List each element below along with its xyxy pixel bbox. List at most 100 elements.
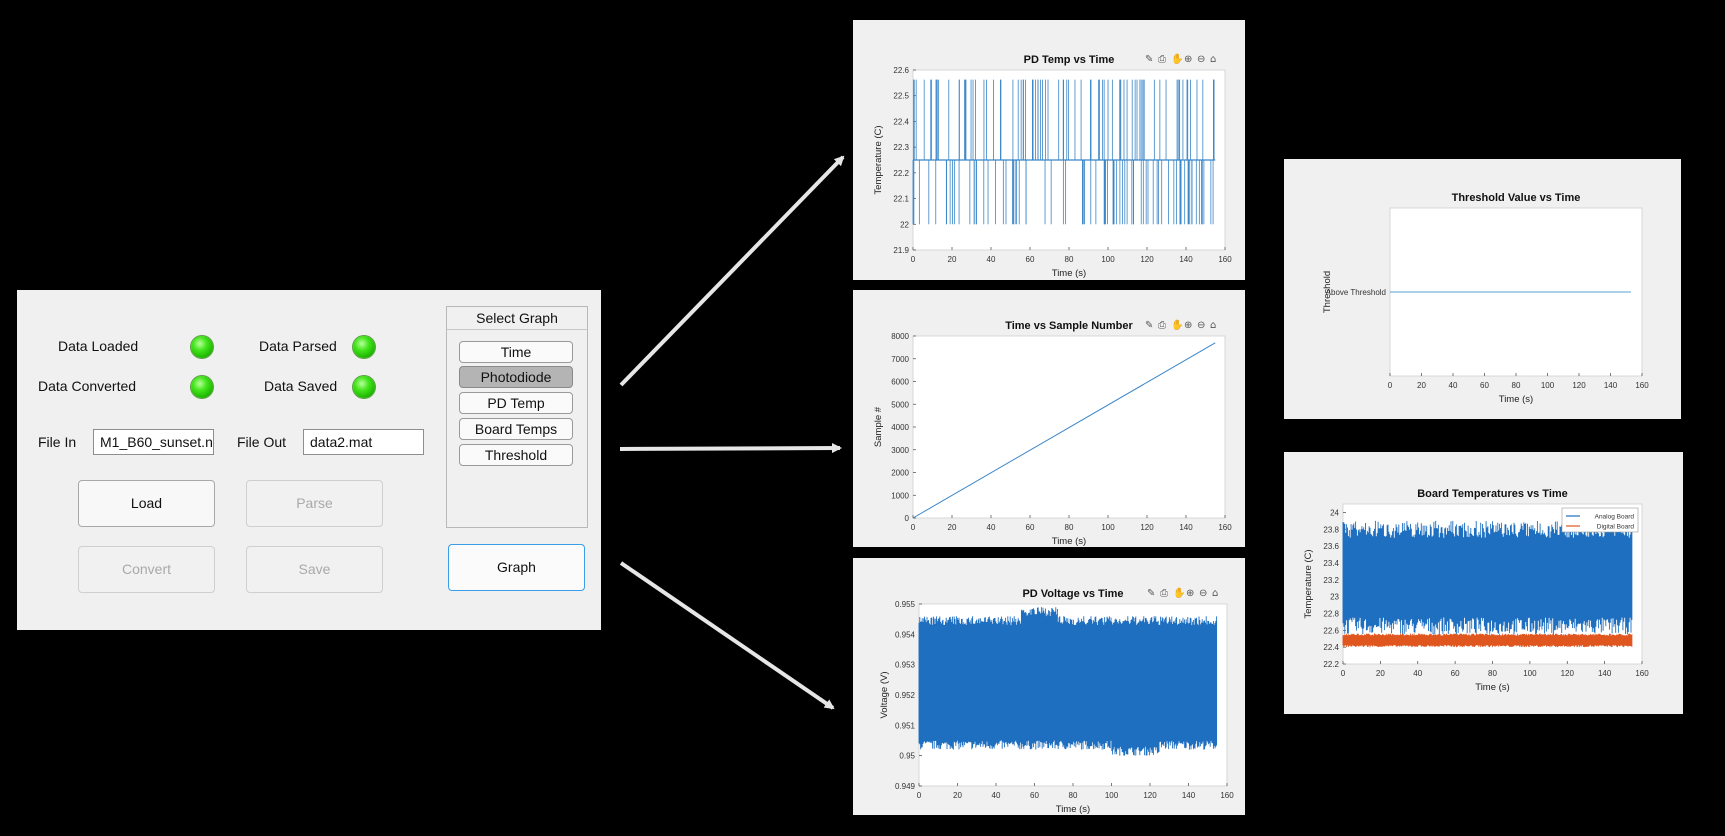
- figure-threshold: Threshold Value vs Time 0 20 40 60 80 100 120 14…: [1284, 159, 1681, 419]
- control-panel: Data Loaded Data Parsed Data Converted D…: [17, 290, 601, 630]
- x-tick-label: 80: [1065, 523, 1074, 532]
- x-tick-label: 160: [1220, 791, 1234, 800]
- y-tick-label: 22.8: [1323, 609, 1339, 618]
- x-tick-label: 40: [987, 255, 996, 264]
- chart-threshold: Threshold Value vs Time 0 20 40 60 80 100 120 14…: [1322, 192, 1649, 405]
- x-tick-label: 0: [911, 523, 916, 532]
- data-parsed-label: Data Parsed: [259, 338, 337, 354]
- x-tick-label: 80: [1488, 669, 1497, 678]
- graph-button[interactable]: Graph: [448, 544, 585, 591]
- series-pd-voltage: [918, 607, 1218, 756]
- x-axis-label: Time (s): [1052, 268, 1086, 279]
- series-analog-board: [1342, 520, 1633, 635]
- data-loaded-indicator: [191, 336, 213, 358]
- load-button[interactable]: Load: [78, 480, 215, 527]
- y-axis-label: Sample #: [873, 406, 884, 447]
- toolbar-icon: ✎: [1147, 588, 1155, 599]
- y-tick-label: 21.9: [893, 246, 909, 255]
- x-tick-label: 100: [1523, 669, 1537, 678]
- arrow-to-pd-voltage: [619, 561, 835, 710]
- toggle-time[interactable]: Time: [459, 341, 573, 363]
- y-tick-label: 22.3: [893, 143, 909, 152]
- y-tick-label: 24: [1330, 508, 1339, 517]
- file-in-field[interactable]: M1_B60_sunset.n: [93, 429, 214, 455]
- x-tick-label: 60: [1451, 669, 1460, 678]
- x-tick-label: 60: [1026, 523, 1035, 532]
- chart-title: PD Voltage vs Time: [1022, 588, 1123, 600]
- x-axis-label: Time (s): [1499, 394, 1533, 405]
- x-tick-label: 100: [1541, 381, 1555, 390]
- convert-button[interactable]: Convert: [78, 546, 215, 593]
- toolbar-icon: ⌂: [1210, 320, 1216, 331]
- x-tick-label: 80: [1512, 381, 1521, 390]
- x-tick-label: 20: [948, 523, 957, 532]
- y-tick-label: 23.8: [1323, 525, 1339, 534]
- y-tick-label: 4000: [891, 423, 909, 432]
- toolbar-icon: ⎙: [1160, 588, 1168, 599]
- chart-title: Time vs Sample Number: [1005, 320, 1133, 332]
- y-tick-label: 22.6: [1323, 626, 1339, 635]
- series-sample-number: [912, 342, 1216, 519]
- x-tick-label: 0: [1388, 381, 1393, 390]
- x-tick-label: 140: [1179, 255, 1193, 264]
- y-tick-label: 0: [905, 514, 910, 523]
- y-axis-label: Temperature (C): [1303, 549, 1314, 618]
- y-axis-label: Voltage (V): [879, 672, 890, 719]
- toggle-pd-temp[interactable]: PD Temp: [459, 392, 573, 414]
- toolbar-icon: ⎙: [1158, 54, 1166, 65]
- x-tick-label: 40: [1413, 669, 1422, 678]
- x-tick-label: 140: [1182, 791, 1196, 800]
- x-tick-label: 20: [1376, 669, 1385, 678]
- y-tick-label: 3000: [891, 446, 909, 455]
- file-in-label: File In: [38, 434, 77, 450]
- figure-pd-temp: PD Temp vs Time ✎ ⎙ ✋ ⊕ ⊖ ⌂ 0 20 40 60 80 100 120 140 1…: [853, 20, 1245, 280]
- y-tick-label: 0.952: [895, 691, 916, 700]
- y-tick-label: 22.5: [893, 92, 909, 101]
- figure-sample-number: Time vs Sample Number ✎ ⎙ ✋ ⊕ ⊖ ⌂ 0 20 40 60 80 100 1…: [853, 290, 1245, 547]
- data-saved-indicator: [353, 376, 375, 398]
- x-tick-label: 160: [1218, 255, 1232, 264]
- x-tick-label: 0: [1341, 669, 1346, 678]
- x-tick-label: 140: [1598, 669, 1612, 678]
- toolbar-icon: ⊖: [1197, 320, 1205, 331]
- x-axis-label: Time (s): [1475, 682, 1509, 693]
- parse-button[interactable]: Parse: [246, 480, 383, 527]
- chart-board-temps: Board Temperatures vs Time 0 20 40 60 80 100 12…: [1303, 488, 1649, 693]
- toolbar-icon: ⊕: [1184, 54, 1192, 65]
- figure-pd-voltage: PD Voltage vs Time ✎ ⎙ ✋ ⊕ ⊖ ⌂ 0 20 40 60 80 100 120 1…: [853, 558, 1245, 815]
- y-tick-label: 23.6: [1323, 542, 1339, 551]
- toolbar-icon: ✎: [1145, 54, 1153, 65]
- toggle-threshold[interactable]: Threshold: [459, 444, 573, 466]
- x-tick-label: 0: [911, 255, 916, 264]
- x-tick-label: 60: [1026, 255, 1035, 264]
- x-axis-label: Time (s): [1052, 536, 1086, 547]
- toolbar-icon: ✎: [1145, 320, 1153, 331]
- save-button[interactable]: Save: [246, 546, 383, 593]
- y-tick-label: 22.2: [893, 169, 909, 178]
- y-tick-label: 22.6: [893, 66, 909, 75]
- x-tick-label: 100: [1101, 523, 1115, 532]
- toggle-board-temps[interactable]: Board Temps: [459, 418, 573, 440]
- x-tick-label: 160: [1218, 523, 1232, 532]
- y-tick-label: 8000: [891, 332, 909, 341]
- y-tick-label: 0.954: [895, 630, 916, 639]
- y-tick-label: 6000: [891, 378, 909, 387]
- x-axis-label: Time (s): [1056, 804, 1090, 815]
- file-out-field[interactable]: data2.mat: [303, 429, 424, 455]
- y-tick-label: Above Threshold: [1326, 288, 1386, 297]
- y-tick-label: 23.2: [1323, 576, 1339, 585]
- toolbar-icon: ⎙: [1158, 320, 1166, 331]
- data-loaded-label: Data Loaded: [58, 338, 139, 354]
- toolbar-icon: ✋: [1173, 586, 1185, 599]
- toggle-photodiode[interactable]: Photodiode: [459, 366, 573, 388]
- y-tick-label: 22.4: [1323, 643, 1339, 652]
- toolbar-icon: ✋: [1171, 318, 1183, 331]
- select-graph-group: Select Graph Time Photodiode PD Temp Boa…: [446, 306, 588, 528]
- data-converted-indicator: [191, 376, 213, 398]
- toolbar-icon: ⌂: [1212, 588, 1218, 599]
- x-tick-label: 140: [1604, 381, 1618, 390]
- toolbar-icon: ⊖: [1199, 588, 1207, 599]
- toolbar-icon: ✋: [1171, 52, 1183, 65]
- y-tick-label: 2000: [891, 469, 909, 478]
